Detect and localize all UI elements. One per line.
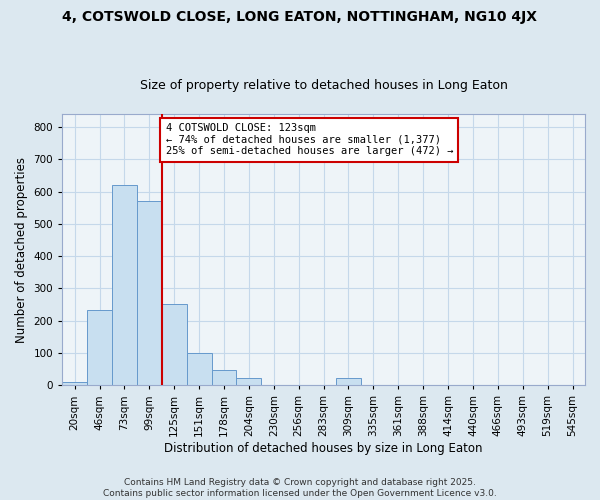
Bar <box>236 378 262 386</box>
X-axis label: Distribution of detached houses by size in Long Eaton: Distribution of detached houses by size … <box>164 442 483 455</box>
Text: 4 COTSWOLD CLOSE: 123sqm
← 74% of detached houses are smaller (1,377)
25% of sem: 4 COTSWOLD CLOSE: 123sqm ← 74% of detach… <box>166 123 453 156</box>
Text: Contains HM Land Registry data © Crown copyright and database right 2025.
Contai: Contains HM Land Registry data © Crown c… <box>103 478 497 498</box>
Bar <box>137 200 162 386</box>
Bar <box>187 353 212 386</box>
Bar <box>87 310 112 386</box>
Y-axis label: Number of detached properties: Number of detached properties <box>15 156 28 342</box>
Bar <box>62 382 87 386</box>
Bar <box>336 378 361 386</box>
Text: 4, COTSWOLD CLOSE, LONG EATON, NOTTINGHAM, NG10 4JX: 4, COTSWOLD CLOSE, LONG EATON, NOTTINGHA… <box>62 10 538 24</box>
Bar <box>212 370 236 386</box>
Bar <box>162 304 187 386</box>
Bar <box>112 185 137 386</box>
Title: Size of property relative to detached houses in Long Eaton: Size of property relative to detached ho… <box>140 79 508 92</box>
